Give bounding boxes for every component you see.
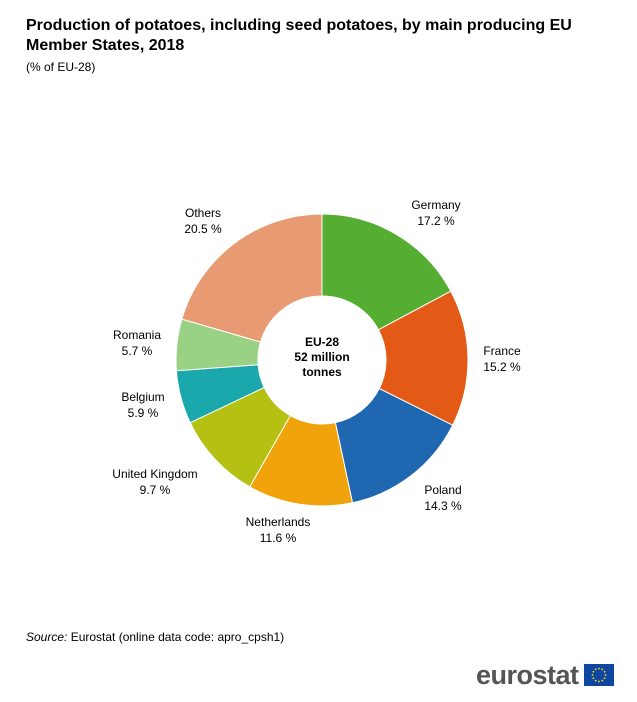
center-label-line: EU-28	[305, 335, 339, 349]
flag-background	[583, 664, 614, 686]
center-label-line: tonnes	[302, 365, 342, 379]
flag-star	[603, 670, 606, 673]
chart-subtitle: (% of EU-28)	[26, 60, 96, 74]
flag-star	[597, 667, 600, 670]
flag-star	[594, 668, 597, 671]
slice-label: France	[483, 344, 521, 358]
flag-star	[603, 677, 606, 680]
slice-label: Netherlands	[246, 515, 311, 529]
flag-star	[594, 679, 597, 682]
source-label: Source:	[26, 630, 68, 644]
logo-text: eurostat	[476, 660, 579, 690]
slice-value-label: 14.3 %	[424, 499, 462, 513]
source-text: Eurostat (online data code: apro_cpsh1)	[67, 630, 285, 644]
slice-value-label: 9.7 %	[140, 483, 171, 497]
slice-value-label: 17.2 %	[417, 214, 455, 228]
flag-star	[604, 674, 606, 676]
slice-label: United Kingdom	[112, 467, 197, 481]
slice-value-label: 5.9 %	[128, 406, 159, 420]
flag-star	[592, 677, 594, 680]
slice-others	[181, 213, 323, 343]
eurostat-logo: eurostat	[476, 660, 614, 690]
slice-poland	[334, 387, 454, 504]
slice-label: Romania	[113, 328, 161, 342]
slice-label: Poland	[424, 483, 461, 497]
flag-star	[591, 674, 593, 676]
flag-star	[592, 670, 594, 673]
slice-germany	[321, 213, 452, 331]
slice-value-label: 15.2 %	[483, 360, 521, 374]
chart-title: Production of potatoes, including seed p…	[26, 17, 572, 54]
slice-label: Belgium	[121, 390, 164, 404]
slice-label: Germany	[411, 198, 460, 212]
slice-value-label: 20.5 %	[184, 222, 222, 236]
flag-star	[600, 668, 603, 671]
flag-star	[600, 679, 603, 682]
eu-flag-icon	[583, 664, 614, 686]
center-label-line: 52 million	[294, 350, 349, 364]
source-note: Source: Eurostat (online data code: apro…	[26, 630, 284, 644]
slice-value-label: 5.7 %	[122, 344, 153, 358]
slice-label: Others	[185, 206, 221, 220]
flag-star	[597, 680, 600, 683]
slice-value-label: 11.6 %	[260, 531, 297, 545]
